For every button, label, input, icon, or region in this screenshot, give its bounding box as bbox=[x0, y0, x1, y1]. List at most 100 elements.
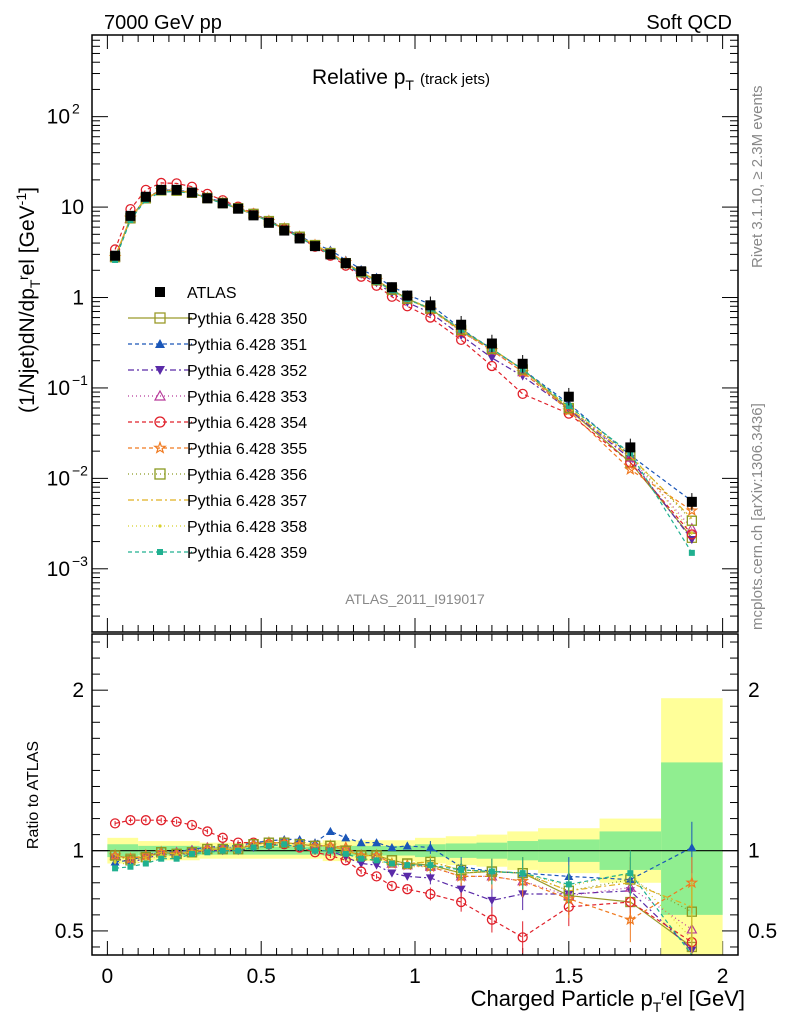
rivet-version-label: Rivet 3.1.10, ≥ 2.3M events bbox=[749, 86, 766, 269]
data-point bbox=[686, 529, 698, 540]
data-point bbox=[154, 416, 166, 428]
y-tick-exponent: 2 bbox=[72, 101, 80, 117]
data-point bbox=[112, 865, 119, 872]
data-point bbox=[204, 849, 211, 856]
data-point bbox=[325, 249, 336, 260]
ratio-axis-label: Ratio to ATLAS bbox=[25, 741, 42, 849]
data-point bbox=[142, 860, 149, 867]
ratio-y-tick-label-right: 0.5 bbox=[748, 920, 777, 943]
data-point bbox=[296, 844, 303, 851]
ratio-frame bbox=[91, 633, 739, 956]
data-point bbox=[263, 217, 274, 228]
upper-frame bbox=[91, 34, 739, 633]
data-point bbox=[356, 866, 367, 877]
legend-label: Pythia 6.428 357 bbox=[187, 493, 307, 510]
data-point bbox=[217, 832, 228, 843]
data-point bbox=[281, 841, 288, 848]
legend-label: Pythia 6.428 350 bbox=[187, 311, 307, 328]
data-point bbox=[372, 838, 382, 847]
data-point bbox=[155, 287, 165, 297]
data-point bbox=[312, 847, 319, 854]
legend-label: ATLAS bbox=[187, 285, 237, 302]
data-point bbox=[425, 842, 435, 852]
data-point bbox=[372, 861, 382, 870]
plot-title: Relative pT (track jets) bbox=[312, 66, 490, 93]
y-tick-label: 10 bbox=[47, 467, 70, 490]
x-tick-label: 1 bbox=[409, 965, 421, 988]
ratio-line bbox=[114, 841, 693, 921]
data-point bbox=[425, 300, 436, 311]
data-point bbox=[235, 847, 242, 854]
y-tick-label: 10 bbox=[61, 196, 84, 219]
legend-label: Pythia 6.428 354 bbox=[187, 415, 307, 432]
data-point bbox=[125, 815, 136, 826]
data-point bbox=[517, 358, 528, 369]
data-point bbox=[487, 896, 497, 905]
data-point bbox=[202, 826, 213, 837]
y-tick-exponent: −3 bbox=[72, 553, 88, 569]
data-point bbox=[154, 468, 166, 480]
data-point bbox=[171, 184, 182, 195]
data-point bbox=[342, 850, 349, 857]
data-point bbox=[356, 266, 367, 277]
data-point bbox=[402, 290, 413, 301]
ratio-line bbox=[114, 843, 693, 940]
data-point bbox=[388, 860, 395, 867]
data-point bbox=[127, 863, 134, 870]
data-point bbox=[427, 862, 434, 869]
data-point bbox=[486, 338, 497, 349]
data-point bbox=[373, 857, 380, 864]
data-point bbox=[250, 844, 257, 851]
data-point bbox=[625, 457, 636, 468]
ratio-panel: 0 0.5 1 1.5 2 0.5 0.5 1 1 2 2 Ratio to ATLAS Charged… bbox=[25, 633, 777, 1015]
x-axis-label: Charged Particle pTrel [GeV] bbox=[471, 986, 745, 1015]
data-point bbox=[487, 354, 497, 363]
y-tick-label: 10 bbox=[47, 558, 70, 581]
ratio-y-tick-label-right: 1 bbox=[748, 840, 760, 863]
data-point bbox=[356, 838, 366, 847]
y-tick-exponent: −2 bbox=[72, 462, 88, 478]
data-point bbox=[402, 872, 412, 881]
data-point bbox=[386, 282, 397, 293]
x-tick-label: 2 bbox=[717, 965, 729, 988]
y-tick-label: 10 bbox=[47, 106, 70, 129]
y-tick-exponent: −1 bbox=[72, 372, 88, 388]
ratio-y-tick-label-right: 2 bbox=[748, 679, 760, 702]
data-point bbox=[486, 360, 498, 372]
data-point bbox=[341, 833, 351, 842]
data-point bbox=[455, 334, 467, 346]
data-point bbox=[519, 870, 526, 877]
data-point bbox=[425, 888, 436, 900]
data-point bbox=[279, 225, 290, 236]
data-point bbox=[371, 274, 382, 285]
ratio-line bbox=[115, 830, 693, 881]
data-point bbox=[690, 937, 694, 941]
data-point bbox=[233, 203, 244, 214]
data-point bbox=[140, 191, 151, 202]
legend-label: Pythia 6.428 358 bbox=[187, 519, 307, 536]
data-point bbox=[690, 531, 694, 535]
data-point bbox=[456, 885, 466, 894]
data-point bbox=[623, 912, 637, 926]
process-label: Soft QCD bbox=[646, 12, 732, 34]
data-point bbox=[565, 881, 572, 888]
data-point bbox=[455, 896, 467, 908]
data-point bbox=[356, 859, 366, 869]
data-point bbox=[219, 847, 226, 854]
data-point bbox=[458, 866, 465, 873]
data-point bbox=[517, 388, 528, 400]
data-point bbox=[387, 842, 397, 852]
data-point bbox=[485, 343, 499, 356]
data-point bbox=[486, 914, 498, 925]
legend-label: Pythia 6.428 356 bbox=[187, 467, 307, 484]
data-point bbox=[110, 250, 121, 261]
data-point bbox=[685, 503, 699, 517]
data-point bbox=[688, 549, 695, 556]
data-point bbox=[125, 210, 136, 221]
mcplots-label: mcplots.cern.ch [arXiv:1306.3436] bbox=[749, 403, 766, 630]
data-point bbox=[371, 871, 382, 882]
data-point bbox=[454, 324, 468, 338]
data-point bbox=[358, 855, 365, 862]
